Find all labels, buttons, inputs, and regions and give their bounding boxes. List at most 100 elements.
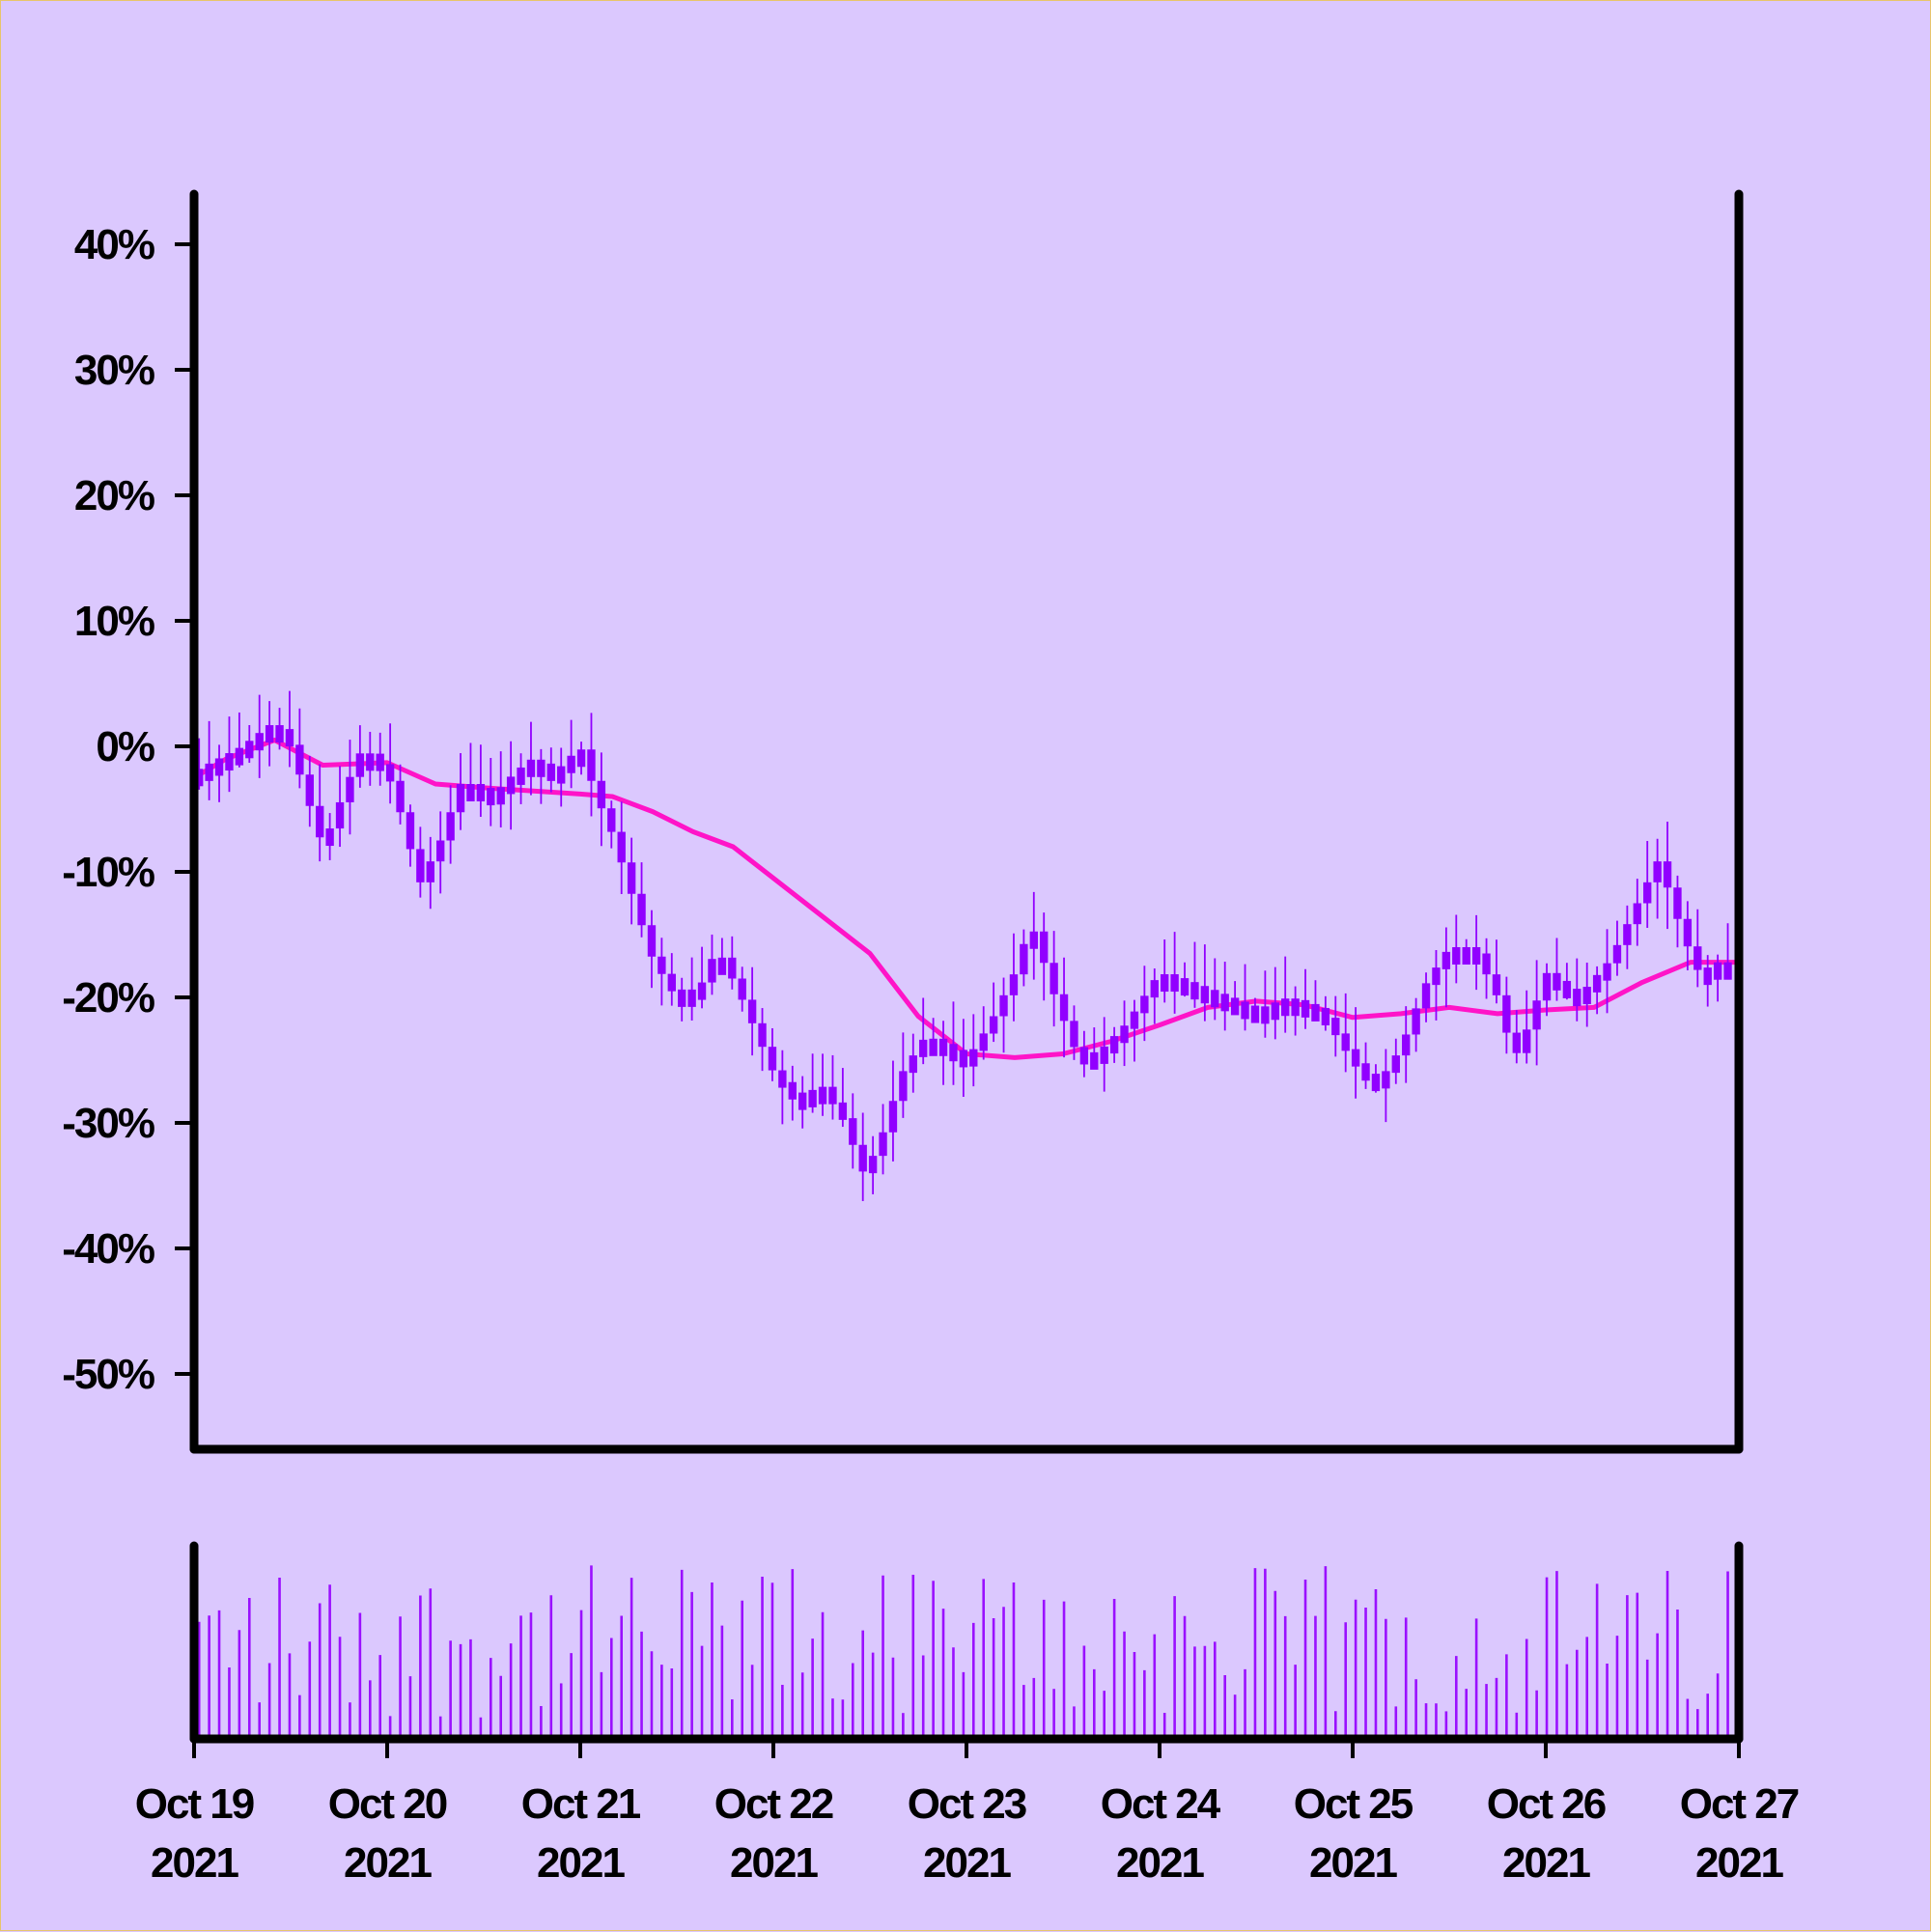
candle-body (1049, 963, 1058, 994)
candle-body (778, 1070, 787, 1088)
candle-body (1079, 1047, 1089, 1065)
candle-body (798, 1092, 807, 1110)
candle-body (305, 774, 314, 806)
candle-body (607, 808, 616, 832)
candle-body (1241, 1001, 1249, 1020)
x-tick-label-date: Oct 24 (1101, 1780, 1221, 1828)
candle-body (708, 959, 716, 983)
candle-body (888, 1101, 898, 1133)
candle-body (808, 1089, 817, 1107)
x-tick-label-year: 2021 (730, 1839, 818, 1887)
candle-body (989, 1016, 998, 1034)
candle-body (1200, 986, 1210, 1004)
x-tick-label-year: 2021 (1116, 1839, 1204, 1887)
y-tick-label: -30% (62, 1100, 154, 1147)
candle-body (406, 812, 415, 850)
candle-body (1523, 1029, 1531, 1053)
candle-body (1120, 1025, 1129, 1044)
y-tick-label: 30% (74, 347, 154, 394)
candle-body (1190, 982, 1199, 1000)
candle-body (235, 747, 244, 766)
candle-body (667, 973, 676, 992)
candle-body (1553, 972, 1561, 991)
volume-layer (197, 1565, 1729, 1739)
x-tick-label-year: 2021 (344, 1839, 432, 1887)
candle-body (1653, 861, 1662, 882)
candle-body (316, 805, 324, 838)
candle-body (1452, 947, 1461, 965)
x-tick-label-year: 2021 (151, 1839, 238, 1887)
candle-body (195, 769, 204, 787)
x-tick-label-year: 2021 (1309, 1839, 1397, 1887)
candle-body (1542, 972, 1552, 1001)
x-tick-label-year: 2021 (1695, 1839, 1783, 1887)
candle-body (909, 1055, 917, 1074)
candle-body (1573, 989, 1581, 1007)
candle-body (446, 812, 455, 841)
candle-body (225, 753, 234, 771)
x-tick-label-date: Oct 25 (1294, 1780, 1413, 1828)
candle-body (1402, 1034, 1411, 1056)
x-tick-label-year: 2021 (1502, 1839, 1590, 1887)
candle-body (858, 1144, 867, 1172)
x-tick-label-date: Oct 21 (521, 1780, 641, 1828)
candle-body (1150, 980, 1159, 998)
candle-body (1009, 974, 1019, 995)
candle-body (617, 831, 626, 863)
candle-body (1471, 947, 1481, 965)
candles-layer (195, 690, 1732, 1202)
candle-body (587, 749, 596, 781)
x-tick-label-year: 2021 (537, 1839, 625, 1887)
candle-body (265, 725, 274, 743)
y-tick-label: -20% (62, 974, 154, 1022)
candle-body (728, 957, 737, 979)
candle-body (1582, 987, 1591, 1005)
candle-body (346, 776, 354, 802)
x-tick-label-date: Oct 22 (714, 1780, 833, 1828)
candle-body (1230, 997, 1240, 1016)
candle-body (687, 989, 696, 1007)
y-tick-label: -50% (62, 1351, 154, 1398)
candle-body (678, 989, 686, 1007)
candle-body (355, 753, 365, 777)
candle-body (1070, 1021, 1078, 1048)
candle-body (576, 749, 586, 768)
x-tick-label-date: Oct 19 (135, 1780, 254, 1828)
candle-body (1391, 1055, 1400, 1074)
candle-body (818, 1086, 827, 1105)
candle-body (768, 1047, 777, 1071)
x-tick-label-date: Oct 27 (1680, 1780, 1799, 1828)
candle-body (1603, 963, 1611, 981)
candle-body (567, 755, 575, 773)
candle-body (1040, 931, 1049, 964)
candle-body (597, 780, 606, 809)
candle-body (255, 733, 264, 751)
candle-body (1109, 1036, 1119, 1054)
candle-body (426, 861, 434, 882)
candle-body (1331, 1018, 1340, 1036)
candle-body (1482, 953, 1491, 975)
candle-body (1090, 1051, 1099, 1070)
tick-labels-layer: 40% 30% 20% 10% 0% -10% -20% -30% -40% -50% Oct 19… (62, 221, 1801, 1887)
candle-body (1271, 1002, 1279, 1021)
candle-body (537, 759, 546, 777)
candle-body (546, 763, 555, 781)
candle-body (275, 725, 284, 743)
candle-body (1623, 924, 1632, 945)
candle-body (999, 994, 1008, 1017)
candle-body (1281, 998, 1290, 1017)
candle-body (487, 788, 495, 806)
x-tick-label-date: Oct 20 (328, 1780, 447, 1828)
candle-body (1140, 995, 1149, 1014)
x-tick-label-date: Oct 26 (1487, 1780, 1606, 1828)
candle-body (949, 1044, 958, 1062)
candle-body (1673, 887, 1682, 919)
candle-body (697, 982, 707, 1000)
candle-body (335, 801, 345, 829)
candle-body (1059, 994, 1069, 1022)
candle-body (1592, 974, 1602, 993)
candle-body (1432, 967, 1441, 986)
candle-body (1502, 994, 1511, 1033)
